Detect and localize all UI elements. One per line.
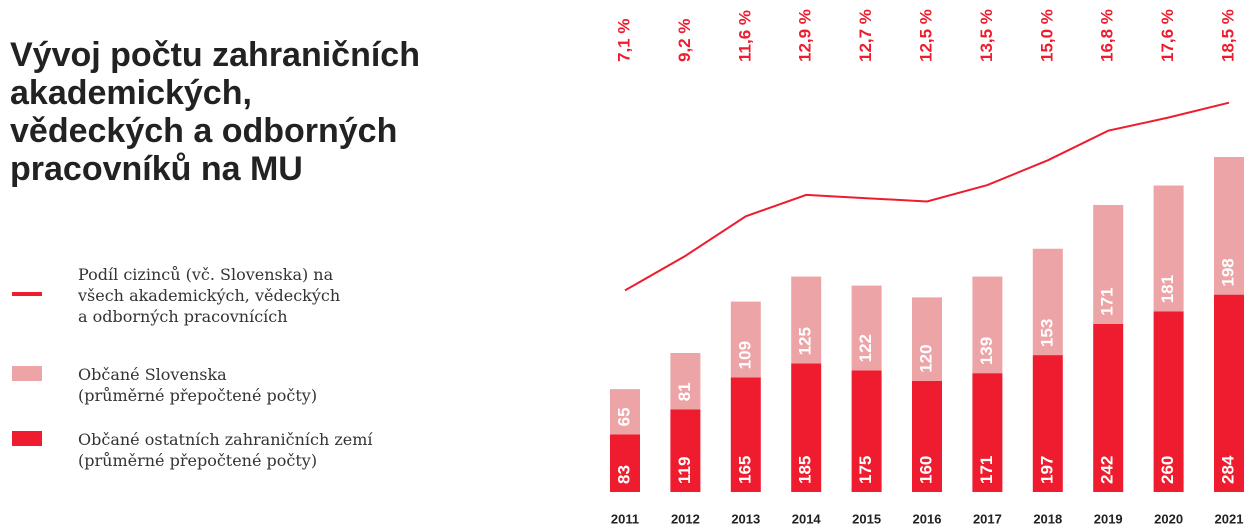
bar-value-label: 139 <box>977 337 996 365</box>
bar-segment <box>912 380 942 492</box>
bar-segment <box>1032 248 1063 356</box>
line-value-label: 12,7 % <box>856 9 875 62</box>
bar-segment <box>1093 204 1124 324</box>
bar-value-label: 181 <box>1158 275 1177 303</box>
bar-value-label: 119 <box>675 457 694 484</box>
bar-value-label: 197 <box>1037 456 1056 484</box>
x-tick-label: 2011 <box>611 511 639 526</box>
legend-label: Občané ostatních zahraničních zemí (prům… <box>78 430 373 470</box>
legend-label: Občané Slovenska (průměrné přepočtené po… <box>78 365 318 405</box>
bar-segment <box>912 297 942 381</box>
legend-label: Podíl cizinců (vč. Slovenska) na všech a… <box>78 265 341 326</box>
bar-value-label: 175 <box>856 456 875 484</box>
bar-segment <box>972 276 1003 374</box>
x-tick-label: 2016 <box>913 511 942 526</box>
bar-segment <box>730 301 761 378</box>
bar-segment <box>1153 185 1184 312</box>
x-tick-label: 2018 <box>1033 511 1062 526</box>
line-value-label: 7,1 % <box>614 19 633 62</box>
bar-value-label: 198 <box>1218 258 1237 286</box>
bar-value-label: 242 <box>1098 456 1117 484</box>
bar-value-label: 160 <box>916 456 935 484</box>
bar-value-label: 165 <box>735 456 754 484</box>
bar-value-label: 171 <box>1098 287 1117 315</box>
bar-segment <box>610 434 640 492</box>
bar-segment <box>1032 355 1063 492</box>
bar-value-label: 65 <box>614 407 633 426</box>
line-value-label: 17,6 % <box>1158 9 1177 62</box>
x-tick-label: 2015 <box>852 511 881 526</box>
bar-segment <box>1214 294 1244 492</box>
bar-value-label: 185 <box>796 456 815 484</box>
bar-segment <box>851 285 882 371</box>
bar-segment <box>851 370 882 492</box>
line-value-label: 11,6 % <box>735 10 754 62</box>
bar-segment <box>1093 323 1124 492</box>
bar-segment <box>610 389 640 435</box>
bar-segment <box>791 363 822 492</box>
line-value-label: 13,5 % <box>977 9 996 62</box>
bar-value-label: 122 <box>856 334 875 362</box>
x-tick-label: 2014 <box>792 511 822 526</box>
bar-value-label: 81 <box>675 382 694 401</box>
bar-value-label: 153 <box>1037 319 1056 347</box>
x-tick-label: 2020 <box>1154 511 1183 526</box>
bar-value-label: 125 <box>796 327 815 355</box>
bar-segment <box>791 276 822 364</box>
bar-value-label: 171 <box>977 456 996 484</box>
legend-swatch <box>12 431 42 446</box>
line-value-label: 12,5 % <box>916 9 935 62</box>
line-series <box>624 101 1230 292</box>
line-value-label: 12,9 % <box>796 9 815 62</box>
bar-value-label: 284 <box>1218 455 1237 484</box>
bar-segment <box>972 373 1003 492</box>
legend-line-swatch <box>12 292 42 296</box>
bar-segment <box>1153 311 1184 492</box>
bar-value-label: 109 <box>735 341 754 369</box>
line-value-label: 15,0 % <box>1037 9 1056 62</box>
bar-segment <box>730 377 761 492</box>
bar-segment <box>1214 157 1244 295</box>
bar-value-label: 120 <box>916 344 935 372</box>
x-tick-label: 2013 <box>731 511 760 526</box>
chart-title: Vývoj počtu zahraničních akademických, v… <box>10 36 420 188</box>
legend-swatch <box>12 366 42 381</box>
bar-value-label: 260 <box>1158 456 1177 484</box>
line-value-label: 16,8 % <box>1098 9 1117 62</box>
x-tick-label: 2021 <box>1215 511 1244 526</box>
x-tick-label: 2017 <box>973 511 1002 526</box>
bar-value-label: 83 <box>614 465 633 484</box>
x-tick-label: 2019 <box>1094 511 1123 526</box>
line-value-label: 18,5 % <box>1218 9 1237 62</box>
line-value-label: 9,2 % <box>675 19 694 62</box>
x-tick-label: 2012 <box>671 511 700 526</box>
bar-segment <box>670 353 701 410</box>
bar-segment <box>670 409 701 492</box>
